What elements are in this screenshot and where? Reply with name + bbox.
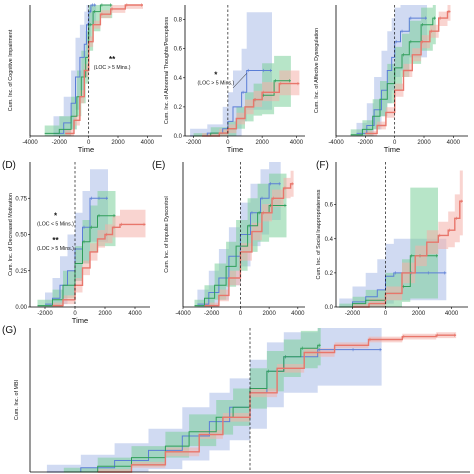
step-line-red <box>365 10 451 135</box>
y-axis-title: Cum. Inc. of Impulse Dyscontrol <box>164 196 170 272</box>
significance-stars: ** <box>52 236 59 245</box>
x-tick-label: -4000 <box>175 311 191 317</box>
annotation-text: (LOC > 5 Mins.) <box>197 81 234 87</box>
y-axis-title: Cum. Inc. of Decreased Motivation <box>8 193 14 276</box>
x-tick-label: 4000 <box>128 311 142 317</box>
panel-e: -4000 -2000 0 2000 4000 Cum. Inc. of Impulse … <box>152 160 305 317</box>
step-line-green <box>194 205 287 307</box>
step-line-green <box>37 215 116 307</box>
y-tick-label: 0.50 <box>15 233 27 239</box>
step-line-blue <box>46 349 382 473</box>
panel-label: (D) <box>2 160 16 171</box>
y-tick-label: 0.6 <box>325 203 334 209</box>
x-tick-label: 2000 <box>262 311 276 317</box>
y-axis-title: Cum. Inc. of Abnormal Thoughts/Perceptio… <box>164 17 170 124</box>
x-axis-title: Time <box>384 145 400 154</box>
annotation-text: (LOC > 5 Mins.) <box>94 65 131 71</box>
panel-d: -2000 0 2000 4000 0.00 0.25 0.50 0.75 Time Cum. I… <box>2 160 150 325</box>
x-tick-label: 4000 <box>141 140 155 146</box>
y-axis-title: Cum. Inc. of Cognitive Impairment <box>8 29 14 111</box>
ci-band-green <box>350 5 436 136</box>
x-tick-label: -2000 <box>52 140 68 146</box>
significance-stars: ** <box>109 55 116 64</box>
x-tick-label: -2000 <box>37 311 53 317</box>
panel-b: -2000 0 2000 4000 0.0 0.2 0.4 0.6 0.8 Time Cum. In… <box>164 5 305 154</box>
y-tick-label: 0.6 <box>174 47 183 53</box>
x-tick-label: 2000 <box>98 311 112 317</box>
ci-band-green <box>44 5 113 136</box>
panel-c: -4000 -2000 0 2000 4000 Time Cum. Inc. of Affe… <box>314 5 468 154</box>
x-tick-label: 4000 <box>290 140 304 146</box>
step-line-red <box>52 223 146 307</box>
ci-band-red <box>52 209 146 307</box>
step-line-blue <box>45 197 108 305</box>
y-axis-title: Cum. Inc. of Affective Dysregulation <box>314 28 320 113</box>
y-axis-title: Cum. Inc. of MBI <box>14 380 20 420</box>
y-tick-label: 0.4 <box>325 237 334 243</box>
annotation-text: (LOC > 5 Mins.) <box>37 246 74 252</box>
x-tick-label: 4000 <box>445 311 459 317</box>
x-tick-label: -2000 <box>204 311 220 317</box>
ci-band-blue <box>190 12 272 136</box>
y-tick-label: 0.8 <box>174 18 183 24</box>
step-line-blue <box>356 17 427 134</box>
y-tick-label: 0.2 <box>174 105 183 111</box>
x-tick-label: 2000 <box>412 311 426 317</box>
panel-g: Cum. Inc. of MBI (G) <box>2 325 470 473</box>
x-tick-label: 4000 <box>291 311 305 317</box>
step-line-green <box>44 4 113 134</box>
y-tick-label: 0.0 <box>174 134 183 140</box>
x-tick-label: 2000 <box>417 140 431 146</box>
y-tick-label: 0.00 <box>15 305 27 311</box>
x-tick-label: 0 <box>226 140 230 146</box>
x-tick-label: 2000 <box>255 140 269 146</box>
significance-stars: * <box>54 211 58 220</box>
x-tick-label: -4000 <box>328 140 344 146</box>
ci-band-green <box>63 328 321 472</box>
y-tick-label: 0.75 <box>15 196 27 202</box>
x-tick-label: 0 <box>87 140 91 146</box>
significance-stars: * <box>214 71 218 80</box>
y-tick-label: 0.25 <box>15 269 27 275</box>
x-tick-label: -2000 <box>358 140 374 146</box>
x-tick-label: -2000 <box>345 311 361 317</box>
y-tick-label: 0.2 <box>325 271 334 277</box>
annotation-text: (LOC < 5 Mins.) <box>37 221 74 227</box>
y-tick-label: 0.4 <box>174 76 183 82</box>
ci-band-red <box>202 70 300 136</box>
x-tick-label: 0 <box>384 311 388 317</box>
x-tick-label: -4000 <box>22 140 38 146</box>
step-line-red <box>202 82 300 137</box>
x-axis-title: Time <box>227 145 243 154</box>
x-tick-label: 2000 <box>111 140 125 146</box>
step-line-green <box>63 344 321 473</box>
y-axis-title: Cum. Inc. of Social Inappropriateness <box>316 189 322 279</box>
ci-band-green <box>193 55 291 136</box>
x-tick-label: -2000 <box>186 140 202 146</box>
x-axis-title: Time <box>72 316 88 325</box>
panel-label: (G) <box>2 325 16 336</box>
step-line-red <box>65 4 143 135</box>
step-line-red <box>97 334 457 473</box>
panel-label: (E) <box>152 160 165 171</box>
x-tick-label: 0 <box>393 140 397 146</box>
y-tick-label: 0.0 <box>325 305 334 311</box>
panel-label: (F) <box>316 160 329 171</box>
x-axis-title: Time <box>78 145 94 154</box>
x-tick-label: 0 <box>73 311 77 317</box>
ci-band-blue <box>45 169 108 307</box>
step-line-green <box>350 17 436 136</box>
x-tick-label: 4000 <box>447 140 461 146</box>
ci-band-red <box>352 170 463 307</box>
panel-a: -4000 -2000 0 2000 4000 Time Cum. Inc. of Cogn… <box>8 3 162 154</box>
annotation-arrow <box>232 73 247 89</box>
x-tick-label: 0 <box>239 311 243 317</box>
ci-band-blue <box>53 5 97 136</box>
